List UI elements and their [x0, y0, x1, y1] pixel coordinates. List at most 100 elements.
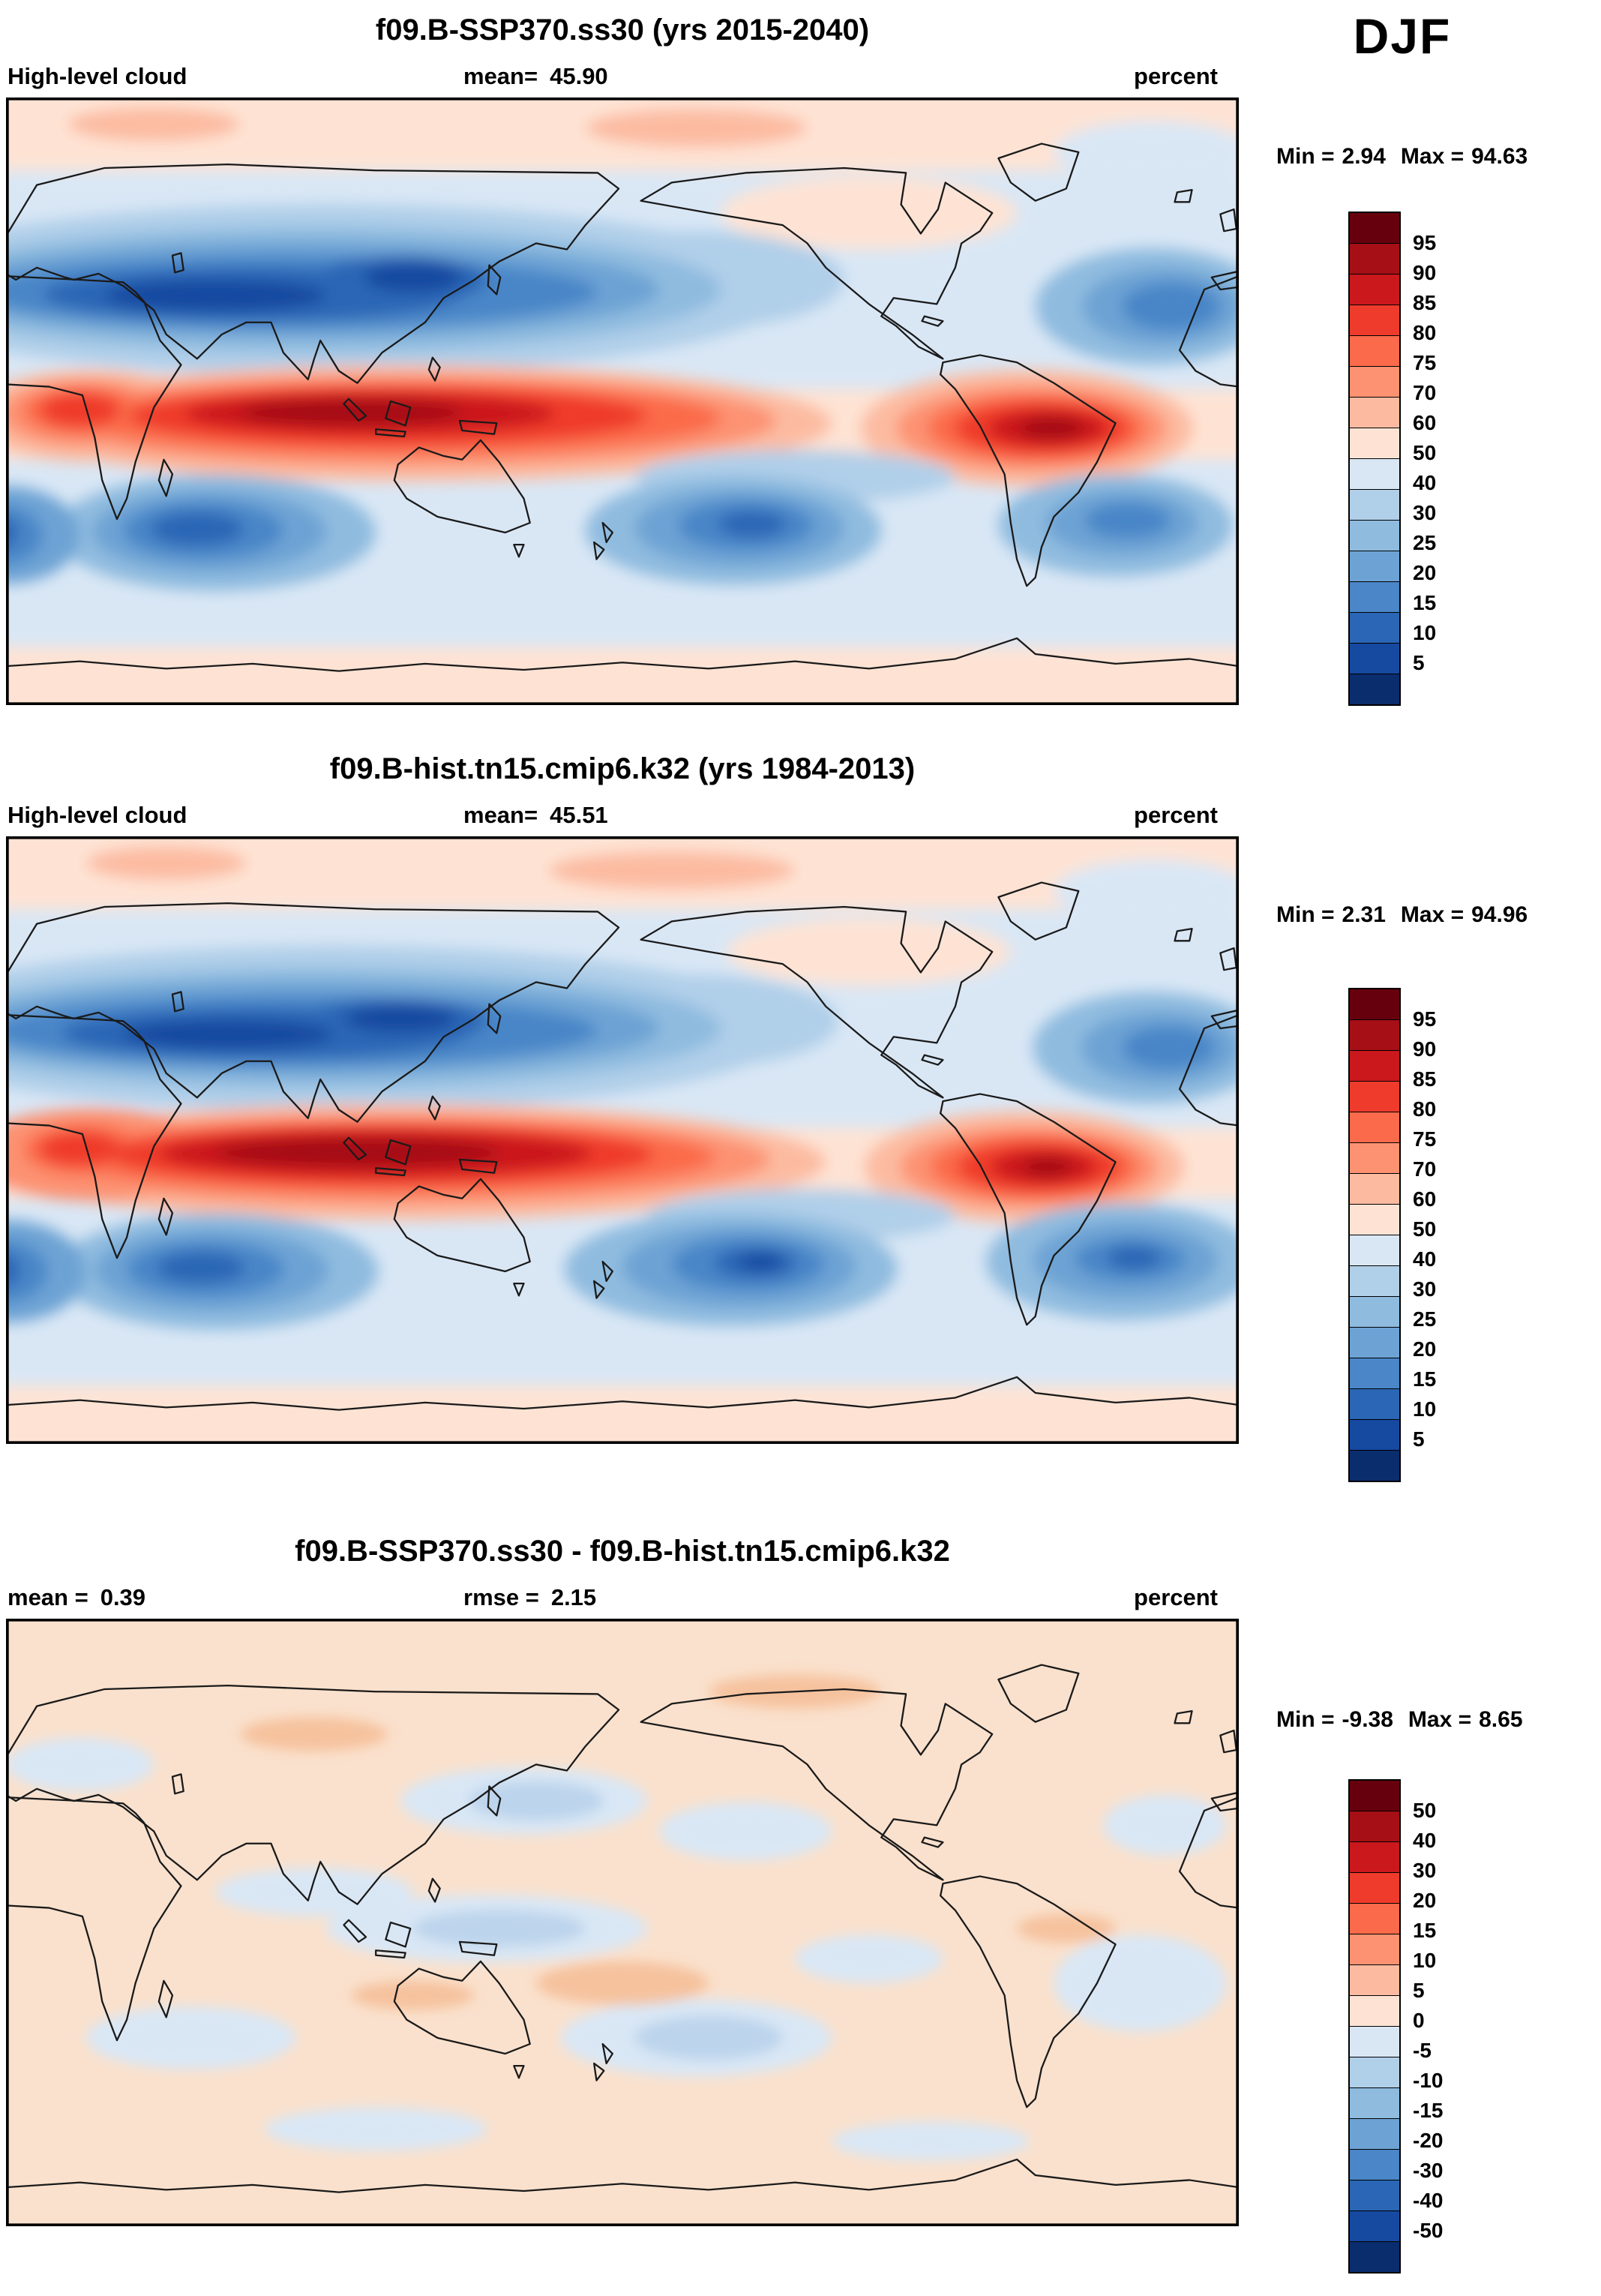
colorbar-cell — [1350, 581, 1399, 612]
colorbar-cell — [1350, 643, 1399, 674]
colorbar-tick-label: 40 — [1413, 471, 1437, 494]
rmse-label: rmse = — [463, 1584, 539, 1610]
colorbar-tick-label: 60 — [1413, 411, 1437, 434]
colorbar-tick-label: 10 — [1413, 1397, 1437, 1421]
colorbar-percent: 95 90 85 80 75 70 60 50 40 30 25 20 15 10 5 — [1348, 988, 1601, 1482]
colorbar-cell — [1350, 1265, 1399, 1296]
colorbar-tick-label: 25 — [1413, 531, 1437, 554]
season-label: DJF — [1353, 8, 1452, 64]
colorbar-cell — [1350, 458, 1399, 489]
colorbar-tick-label: 50 — [1413, 1799, 1437, 1822]
min-value: 2.94 — [1342, 144, 1386, 169]
colorbar-tick-label: -5 — [1413, 2039, 1432, 2062]
colorbar-tick-label: 85 — [1413, 1067, 1437, 1091]
colorbar-cell — [1350, 1327, 1399, 1358]
panel-difference-subhead: mean = 0.39 rmse = 2.15 percent — [6, 1572, 1239, 1619]
max-label: Max = — [1408, 1707, 1472, 1732]
colorbar-tick-label: 85 — [1413, 291, 1437, 314]
colorbar-cell — [1350, 1450, 1399, 1481]
colorbar-cell — [1350, 989, 1399, 1019]
panel-case-map-column: f09.B-SSP370.ss30 (yrs 2015-2040) High-l… — [0, 0, 1245, 706]
colorbar-tick-label: 80 — [1413, 321, 1437, 344]
colorbar-cell — [1350, 1781, 1399, 1811]
colorbar-tick-label: -20 — [1413, 2129, 1444, 2152]
panel-case: f09.B-SSP370.ss30 (yrs 2015-2040) High-l… — [0, 0, 1601, 706]
colorbar-cell — [1350, 397, 1399, 428]
rmse-stat: rmse = 2.15 — [463, 1584, 596, 1611]
panel-case-subhead: High-level cloud mean= 45.90 percent — [6, 51, 1239, 98]
colorbar-tick-label: 70 — [1413, 381, 1437, 404]
colorbar-cell — [1350, 1358, 1399, 1388]
colorbar-cell — [1350, 1112, 1399, 1142]
colorbar-cell — [1350, 1173, 1399, 1204]
colorbar-cell — [1350, 366, 1399, 397]
colorbar-cell — [1350, 274, 1399, 305]
colorbar-tick-label: 15 — [1413, 1367, 1437, 1391]
panel-difference-title: f09.B-SSP370.ss30 - f09.B-hist.tn15.cmip… — [295, 1535, 950, 1568]
colorbar-tick-label: 60 — [1413, 1187, 1437, 1211]
panel-reference: f09.B-hist.tn15.cmip6.k32 (yrs 1984-2013… — [0, 706, 1601, 1482]
mean-value: 45.51 — [550, 802, 608, 828]
colorbar-tick-label: 95 — [1413, 231, 1437, 254]
colorbar-tick-label: 40 — [1413, 1247, 1437, 1271]
min-label: Min = — [1276, 1707, 1335, 1732]
colorbar-cell — [1350, 1050, 1399, 1081]
colorbar-cell — [1350, 551, 1399, 581]
panel-reference-map-column: f09.B-hist.tn15.cmip6.k32 (yrs 1984-2013… — [0, 706, 1245, 1482]
colorbar-tick-label: -30 — [1413, 2159, 1444, 2182]
colorbar-tick-label: 30 — [1413, 1277, 1437, 1301]
minmax-stats: Min = 2.31 Max = 94.96 — [1276, 902, 1601, 928]
colorbar-labels: 50 40 30 20 15 10 5 0 -5 -10 -15 -20 -30 -40 -50 — [1401, 1779, 1473, 2273]
colorbar-cell — [1350, 2118, 1399, 2149]
map-difference-svg — [6, 1619, 1239, 2226]
colorbar-tick-label: 95 — [1413, 1007, 1437, 1031]
colorbar-cell — [1350, 1872, 1399, 1903]
colorbar-cell — [1350, 2241, 1399, 2272]
colorbar-cell — [1350, 213, 1399, 243]
colorbar-tick-label: 10 — [1413, 621, 1437, 644]
units-label: percent — [1134, 1584, 1218, 1610]
colorbar-tick-label: 20 — [1413, 1889, 1437, 1912]
map-case — [6, 98, 1239, 705]
map-difference — [6, 1619, 1239, 2226]
colorbar-cell — [1350, 2210, 1399, 2241]
colorbar-tick-label: 40 — [1413, 1829, 1437, 1852]
colorbar-cells — [1348, 1779, 1401, 2273]
colorbar-cell — [1350, 2087, 1399, 2118]
panel-difference-map-column: f09.B-SSP370.ss30 - f09.B-hist.tn15.cmip… — [0, 1482, 1245, 2273]
colorbar-tick-label: 0 — [1413, 2009, 1425, 2032]
units-label: percent — [1134, 63, 1218, 89]
minmax-stats: Min = -9.38 Max = 8.65 — [1276, 1707, 1601, 1733]
panel-difference-right-column: Min = -9.38 Max = 8.65 50 40 30 20 15 10 5 0 -5 -10-… — [1245, 1482, 1601, 2273]
panel-case-title: f09.B-SSP370.ss30 (yrs 2015-2040) — [375, 14, 870, 47]
colorbar-cell — [1350, 2149, 1399, 2180]
colorbar-cell — [1350, 1995, 1399, 2026]
map-reference — [6, 836, 1239, 1444]
colorbar-tick-label: 30 — [1413, 501, 1437, 524]
colorbar-tick-label: 20 — [1413, 1337, 1437, 1361]
colorbar-cell — [1350, 1964, 1399, 1995]
max-label: Max = — [1400, 902, 1465, 927]
field-label: High-level cloud — [7, 63, 187, 89]
colorbar-labels: 95 90 85 80 75 70 60 50 40 30 25 20 15 10 5 — [1401, 212, 1473, 706]
colorbar-cell — [1350, 674, 1399, 704]
map-case-svg — [6, 98, 1239, 705]
mean-label: mean= — [463, 802, 538, 828]
colorbar-tick-label: 75 — [1413, 1127, 1437, 1151]
max-value: 94.96 — [1471, 902, 1528, 927]
panel-case-right-column: DJF Min = 2.94 Max = 94.63 95 90 85 80 75 70 60 50… — [1245, 0, 1601, 706]
colorbar-cell — [1350, 1934, 1399, 1964]
colorbar-tick-label: 15 — [1413, 591, 1437, 614]
mean-stat: mean = 0.39 — [7, 1584, 145, 1611]
colorbar-cells — [1348, 988, 1401, 1482]
colorbar-tick-label: 5 — [1413, 1979, 1425, 2002]
colorbar-cell — [1350, 1388, 1399, 1419]
colorbar-cell — [1350, 520, 1399, 551]
min-label: Min = — [1276, 902, 1335, 927]
colorbar-cell — [1350, 1204, 1399, 1235]
colorbar-tick-label: -15 — [1413, 2099, 1444, 2122]
map-reference-svg — [6, 836, 1239, 1444]
colorbar-cell — [1350, 2057, 1399, 2087]
colorbar-tick-label: -50 — [1413, 2219, 1444, 2242]
